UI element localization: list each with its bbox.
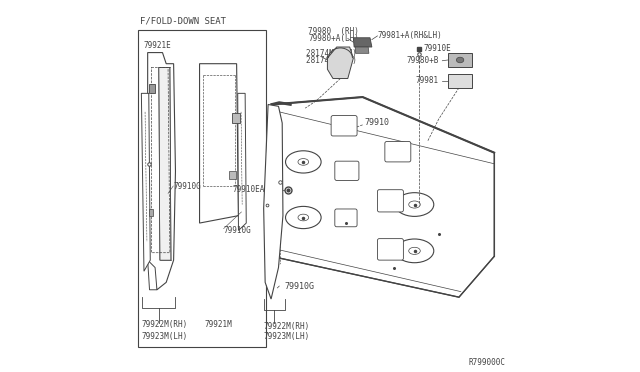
Bar <box>148 84 156 93</box>
Polygon shape <box>237 93 246 231</box>
Text: 79923M(LH): 79923M(LH) <box>263 331 310 341</box>
Text: 28174N (LH): 28174N (LH) <box>306 56 356 65</box>
Polygon shape <box>272 97 494 297</box>
Polygon shape <box>148 52 175 290</box>
Bar <box>138 31 266 347</box>
Polygon shape <box>200 64 239 223</box>
Polygon shape <box>355 47 369 53</box>
Text: F/FOLD-DOWN SEAT: F/FOLD-DOWN SEAT <box>140 17 225 26</box>
FancyBboxPatch shape <box>378 190 403 212</box>
Text: 79921M: 79921M <box>204 321 232 330</box>
Bar <box>229 171 236 179</box>
FancyBboxPatch shape <box>335 161 359 180</box>
Text: 79910G: 79910G <box>173 182 202 190</box>
FancyBboxPatch shape <box>385 141 411 162</box>
Polygon shape <box>328 47 353 78</box>
Text: R799000C: R799000C <box>468 357 505 366</box>
FancyBboxPatch shape <box>378 238 403 260</box>
Text: 79922M(RH): 79922M(RH) <box>141 321 188 330</box>
Text: 79910E: 79910E <box>424 44 452 53</box>
Polygon shape <box>148 260 157 290</box>
Polygon shape <box>353 38 372 47</box>
Bar <box>448 74 472 88</box>
Polygon shape <box>264 105 283 299</box>
Text: 79923M(LH): 79923M(LH) <box>141 331 188 341</box>
Bar <box>148 209 153 216</box>
Text: 79981+A(RH&LH): 79981+A(RH&LH) <box>378 31 442 41</box>
Text: 79922M(RH): 79922M(RH) <box>263 322 310 331</box>
Text: 79910G: 79910G <box>223 226 252 235</box>
FancyBboxPatch shape <box>335 209 357 227</box>
Text: 79980  (RH): 79980 (RH) <box>308 26 359 36</box>
Text: 79910EA: 79910EA <box>233 185 265 194</box>
Polygon shape <box>159 67 171 260</box>
Text: 79981: 79981 <box>415 76 438 85</box>
Ellipse shape <box>456 57 464 63</box>
Bar <box>232 113 240 123</box>
Polygon shape <box>141 93 150 271</box>
Text: 79980+A(LH): 79980+A(LH) <box>308 34 359 43</box>
Bar <box>448 52 472 67</box>
FancyBboxPatch shape <box>331 116 357 136</box>
Text: 79921E: 79921E <box>143 41 171 50</box>
Text: 79910G: 79910G <box>285 282 315 291</box>
Text: 79980+B: 79980+B <box>406 56 438 65</box>
Text: 79910: 79910 <box>364 119 390 128</box>
Text: 28174M (RH): 28174M (RH) <box>306 49 356 58</box>
